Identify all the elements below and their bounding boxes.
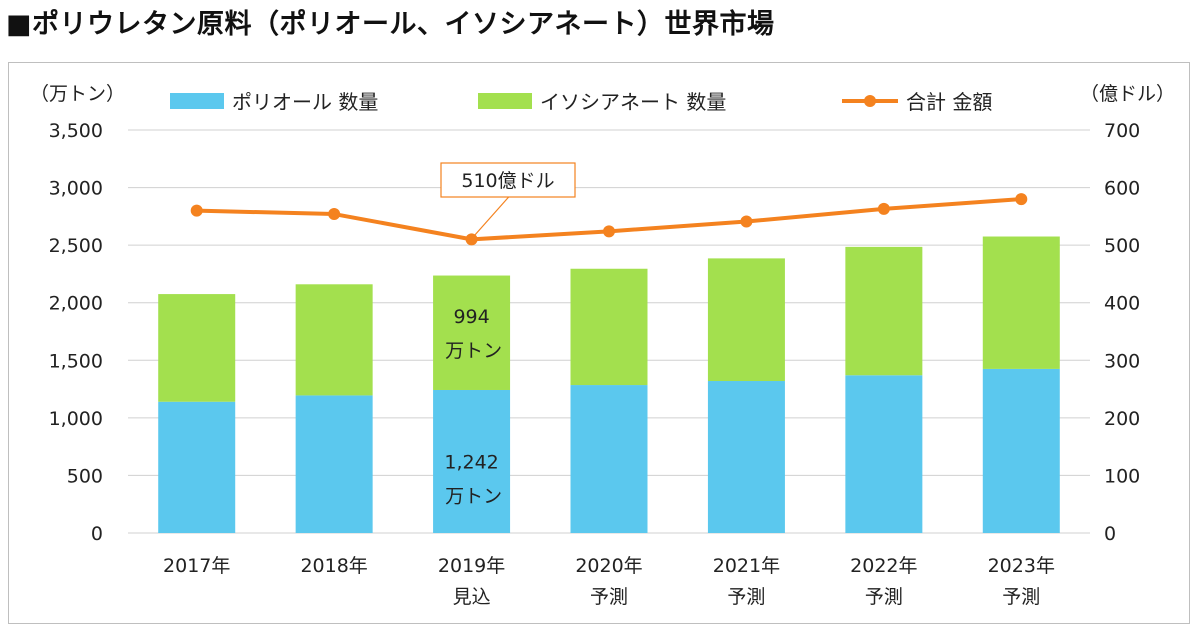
bar-isocyanate [295,284,373,396]
legend-label-isocyanate: イソシアネート 数量 [540,90,726,114]
right-axis-tick-label: 200 [1104,408,1140,430]
right-axis-tick-label: 700 [1104,120,1140,142]
bar-isocyanate [982,236,1060,369]
bar-isocyanate [707,258,785,382]
bar-polyol [433,389,511,533]
right-axis-tick-label: 300 [1104,350,1140,372]
x-axis-category-label: 2021年 [713,555,780,577]
x-axis-category-label: 2018年 [300,555,367,577]
line-point [877,202,890,215]
x-axis-category-label: 2022年 [850,555,917,577]
bar-isocyanate [845,246,923,376]
line-point [1015,193,1028,206]
left-axis-tick-label: 1,000 [49,408,103,430]
left-axis-tick-label: 2,500 [49,235,103,257]
line-point [740,215,753,228]
polyol-value-label: 1,242 [444,451,498,473]
bar-polyol [982,368,1060,533]
x-axis-category-label: 予測 [1002,586,1040,608]
right-axis-tick-label: 100 [1104,465,1140,487]
legend-label-total: 合計 金額 [906,90,992,114]
right-axis-unit-label: （億ドル） [1080,83,1175,105]
callout-box [440,162,576,198]
x-axis-category-label: 予測 [727,586,765,608]
bar-polyol [570,385,648,533]
bar-polyol [295,395,373,533]
line-point [328,208,341,221]
line-point [465,233,478,246]
polyol-unit-label: 万トン [445,485,502,507]
isocyanate-value-label: 994 [453,306,489,328]
bar-isocyanate [433,275,511,390]
legend-swatch-isocyanate [478,93,532,109]
x-axis-category-label: 予測 [590,586,628,608]
line-point [603,225,615,238]
left-axis-tick-label: 1,500 [49,350,103,372]
left-axis-unit-label: （万トン） [30,83,125,105]
x-axis-category-label: 見込 [453,586,491,608]
legend-label-polyol: ポリオール 数量 [232,90,378,114]
right-axis-tick-label: 400 [1104,293,1140,315]
left-axis-tick-label: 3,500 [49,120,103,142]
left-axis-tick-label: 3,000 [49,178,103,200]
right-axis-tick-label: 600 [1104,178,1140,200]
x-axis-category-label: 2023年 [988,555,1055,577]
right-axis-tick-label: 500 [1104,235,1140,257]
bar-polyol [707,381,785,533]
x-axis-category-label: 2017年 [163,555,230,577]
bar-polyol [158,401,236,533]
x-axis-category-label: 2019年 [438,555,505,577]
callout-leader [474,195,511,236]
bar-isocyanate [158,294,236,402]
legend-swatch-total-marker [864,95,876,107]
left-axis-tick-label: 2,000 [49,293,103,315]
right-axis-tick-label: 0 [1104,523,1116,545]
page-title: ■ポリウレタン原料（ポリオール、イソシアネート）世界市場 [6,9,775,40]
bar-isocyanate [570,268,648,386]
x-axis-category-label: 予測 [865,586,903,608]
x-axis-category-label: 2020年 [575,555,642,577]
isocyanate-unit-label: 万トン [445,340,502,362]
bar-polyol [845,375,923,533]
left-axis-tick-label: 500 [67,465,103,487]
chart-frame [8,62,1190,624]
callout-label: 510億ドル [461,170,554,192]
line-point [190,204,203,217]
legend-swatch-polyol [170,93,224,109]
left-axis-tick-label: 0 [91,523,103,545]
